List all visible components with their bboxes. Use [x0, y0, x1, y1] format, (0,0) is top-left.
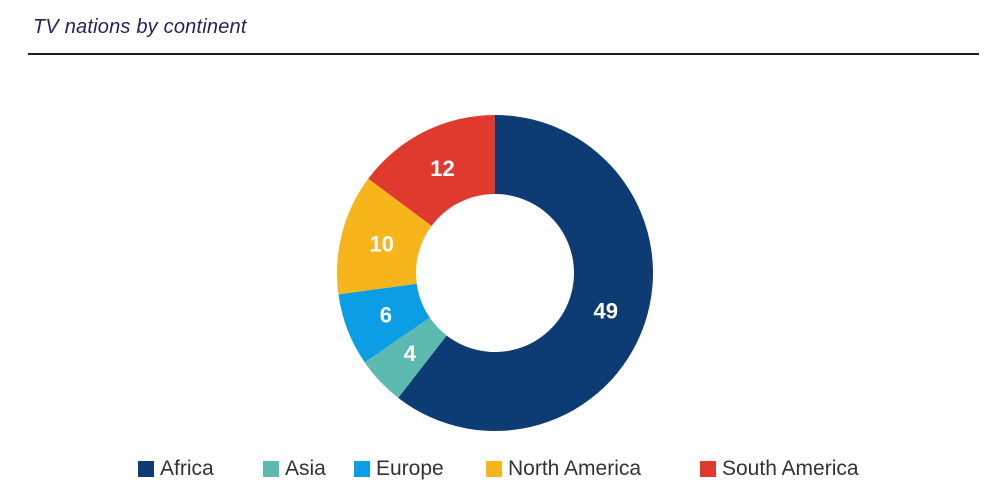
donut-slice-asia [364, 317, 447, 398]
legend-swatch-asia [263, 461, 279, 477]
legend-item-asia: Asia [263, 455, 326, 483]
legend-swatch-south-america [700, 461, 716, 477]
data-label-south-america: 12 [430, 156, 454, 181]
legend-label-europe: Europe [376, 457, 444, 480]
donut-slice-africa [398, 115, 653, 431]
chart-title: TV nations by continent [33, 16, 247, 38]
legend: Africa Asia Europe North America South A… [0, 455, 1000, 483]
legend-label-south-america: South America [722, 457, 859, 480]
data-label-asia: 4 [404, 341, 417, 366]
legend-item-north-america: North America [486, 455, 641, 483]
donut-slice-europe [338, 283, 430, 363]
donut-data-labels: 49 46 10 12 [369, 156, 617, 366]
legend-swatch-africa [138, 461, 154, 477]
legend-label-africa: Africa [160, 457, 214, 480]
donut-slice-north-america [337, 178, 432, 295]
legend-item-africa: Africa [138, 455, 214, 483]
title-divider [28, 53, 979, 55]
donut-slices [337, 115, 653, 431]
data-label-europe: 6 [380, 303, 392, 328]
data-label-africa: 49 [593, 298, 617, 323]
legend-swatch-europe [354, 461, 370, 477]
legend-swatch-north-america [486, 461, 502, 477]
legend-item-south-america: South America [700, 455, 859, 483]
legend-item-europe: Europe [354, 455, 444, 483]
data-label-north-america: 10 [369, 231, 393, 256]
legend-label-north-america: North America [508, 457, 642, 480]
donut-slice-south-america [368, 115, 495, 226]
legend-label-asia: Asia [285, 457, 326, 480]
